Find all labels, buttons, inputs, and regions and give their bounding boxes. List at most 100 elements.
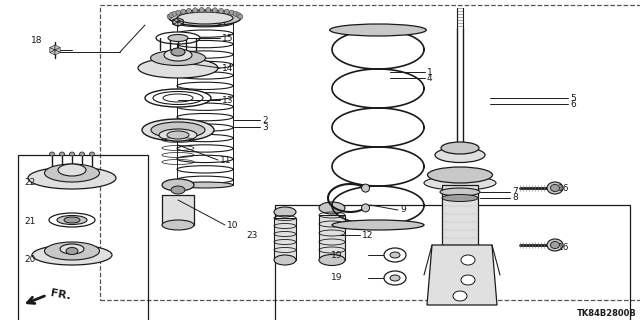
Ellipse shape (390, 252, 400, 258)
Ellipse shape (162, 220, 194, 230)
Ellipse shape (206, 8, 211, 12)
Polygon shape (178, 22, 183, 26)
Ellipse shape (319, 202, 345, 214)
Ellipse shape (145, 89, 211, 107)
Bar (100, 5, 640, 300)
Ellipse shape (66, 247, 78, 254)
Text: 18: 18 (31, 36, 42, 44)
Ellipse shape (547, 182, 563, 194)
Text: 1: 1 (427, 68, 433, 76)
Text: 23: 23 (246, 230, 258, 239)
Text: 21: 21 (24, 218, 35, 227)
Ellipse shape (49, 213, 95, 227)
Ellipse shape (435, 148, 485, 163)
Ellipse shape (384, 271, 406, 285)
Text: 6: 6 (570, 100, 576, 108)
Text: 19: 19 (330, 274, 342, 283)
Text: 11: 11 (220, 156, 232, 164)
Polygon shape (55, 45, 60, 50)
Ellipse shape (274, 255, 296, 265)
Text: 16: 16 (558, 183, 570, 193)
Ellipse shape (330, 24, 426, 36)
Ellipse shape (64, 217, 80, 223)
Ellipse shape (461, 255, 475, 265)
Ellipse shape (186, 8, 191, 13)
Polygon shape (50, 50, 55, 55)
Polygon shape (50, 45, 55, 50)
Ellipse shape (167, 131, 189, 139)
Ellipse shape (550, 185, 559, 191)
Ellipse shape (171, 48, 185, 56)
Ellipse shape (218, 8, 223, 13)
Ellipse shape (151, 122, 205, 138)
Ellipse shape (362, 184, 369, 192)
Ellipse shape (150, 51, 205, 66)
Text: 16: 16 (558, 244, 570, 252)
Ellipse shape (28, 167, 116, 189)
Text: FR.: FR. (50, 288, 72, 302)
Ellipse shape (199, 8, 204, 12)
Ellipse shape (274, 207, 296, 217)
Ellipse shape (177, 12, 233, 24)
Text: 22: 22 (24, 178, 35, 187)
Ellipse shape (181, 9, 186, 14)
Text: 17: 17 (217, 18, 228, 27)
Ellipse shape (45, 164, 99, 182)
Bar (442, 185, 478, 245)
Ellipse shape (229, 10, 234, 15)
Polygon shape (178, 20, 183, 24)
Ellipse shape (384, 248, 406, 262)
Text: 8: 8 (512, 194, 518, 203)
Ellipse shape (79, 152, 84, 156)
Ellipse shape (90, 152, 95, 156)
Ellipse shape (162, 179, 194, 191)
Ellipse shape (424, 176, 496, 190)
Ellipse shape (138, 58, 218, 78)
Ellipse shape (167, 14, 172, 19)
Text: 20: 20 (24, 255, 35, 265)
Ellipse shape (169, 10, 241, 26)
Bar (18, 155, 148, 320)
Ellipse shape (70, 152, 74, 156)
Ellipse shape (193, 8, 198, 13)
Ellipse shape (224, 9, 229, 14)
Bar (274, 218, 296, 260)
Ellipse shape (142, 119, 214, 141)
Ellipse shape (177, 182, 233, 188)
Bar (275, 205, 630, 320)
Ellipse shape (58, 164, 86, 176)
Ellipse shape (428, 167, 493, 183)
Text: 2: 2 (262, 116, 268, 124)
Ellipse shape (156, 32, 200, 44)
Text: 10: 10 (227, 220, 239, 229)
Text: 4: 4 (427, 74, 433, 83)
Text: 14: 14 (222, 63, 234, 73)
Ellipse shape (547, 239, 563, 251)
Ellipse shape (440, 188, 480, 196)
Text: 5: 5 (570, 93, 576, 102)
Ellipse shape (32, 245, 112, 265)
Polygon shape (173, 20, 178, 24)
Ellipse shape (159, 129, 197, 141)
Ellipse shape (461, 275, 475, 285)
Polygon shape (173, 22, 178, 26)
Ellipse shape (172, 11, 177, 16)
Ellipse shape (212, 8, 218, 13)
Text: 19: 19 (330, 251, 342, 260)
Ellipse shape (319, 254, 345, 266)
Ellipse shape (550, 242, 559, 249)
Ellipse shape (332, 220, 424, 230)
Ellipse shape (171, 186, 185, 194)
Polygon shape (55, 50, 60, 55)
Text: 15: 15 (222, 34, 234, 43)
Polygon shape (173, 18, 178, 22)
Ellipse shape (60, 152, 65, 156)
Ellipse shape (45, 242, 99, 260)
Ellipse shape (169, 12, 174, 18)
Ellipse shape (362, 204, 369, 212)
Ellipse shape (57, 215, 87, 225)
Text: TK84B2800B: TK84B2800B (577, 308, 637, 317)
Text: 3: 3 (262, 123, 268, 132)
Ellipse shape (49, 152, 54, 156)
Text: 13: 13 (222, 95, 234, 105)
